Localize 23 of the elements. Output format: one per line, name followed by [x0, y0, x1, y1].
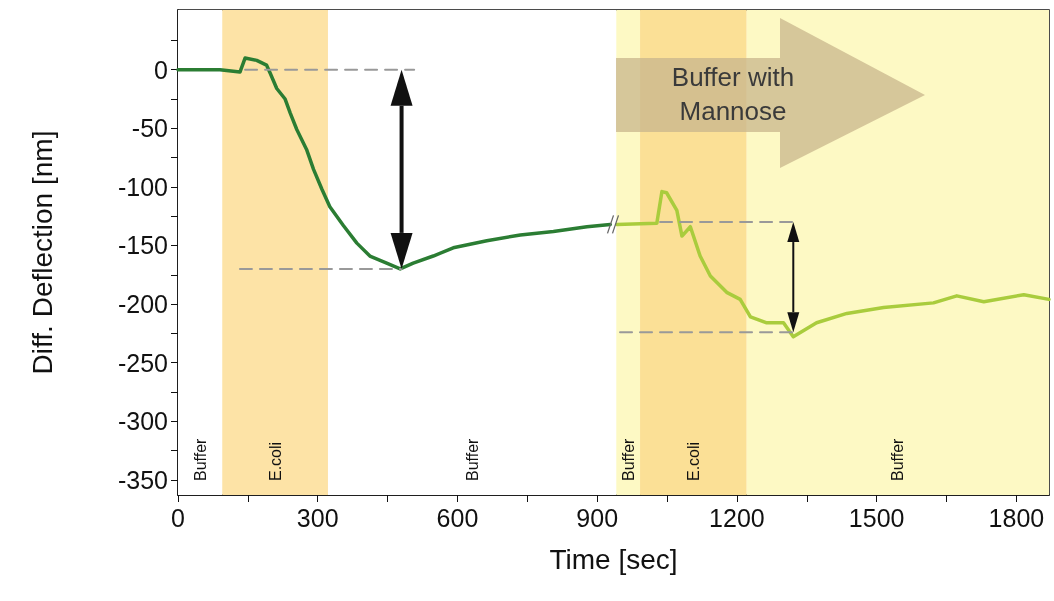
y-tick-label: -300	[117, 407, 168, 436]
y-tick-label: -250	[117, 348, 168, 377]
band-label: E.coli	[266, 441, 284, 481]
y-tick-label: -200	[117, 290, 168, 319]
x-tick-label: 600	[436, 503, 479, 532]
y-tick-label: -100	[117, 172, 168, 201]
band-label: Buffer	[889, 437, 907, 481]
x-axis-title: Time [sec]	[549, 543, 678, 575]
band-label: Buffer	[619, 437, 637, 481]
x-tick-label: 1200	[709, 503, 765, 532]
x-tick-label: 300	[296, 503, 339, 532]
annotation: Buffer with Mannose	[670, 61, 796, 128]
y-tick-label: -350	[117, 465, 168, 494]
x-tick-label: 1500	[848, 503, 905, 532]
x-tick-label: 900	[576, 503, 619, 532]
y-axis-title: Diff. Deflection [nm]	[26, 130, 58, 375]
x-tick-label: 1800	[988, 503, 1045, 532]
band-label: Buffer	[463, 437, 481, 481]
y-tick-label: 0	[154, 55, 168, 84]
band-label: Buffer	[191, 437, 209, 481]
y-tick-label: -50	[131, 114, 168, 143]
band-label: E.coli	[684, 441, 702, 481]
y-tick-label: -150	[117, 231, 168, 260]
